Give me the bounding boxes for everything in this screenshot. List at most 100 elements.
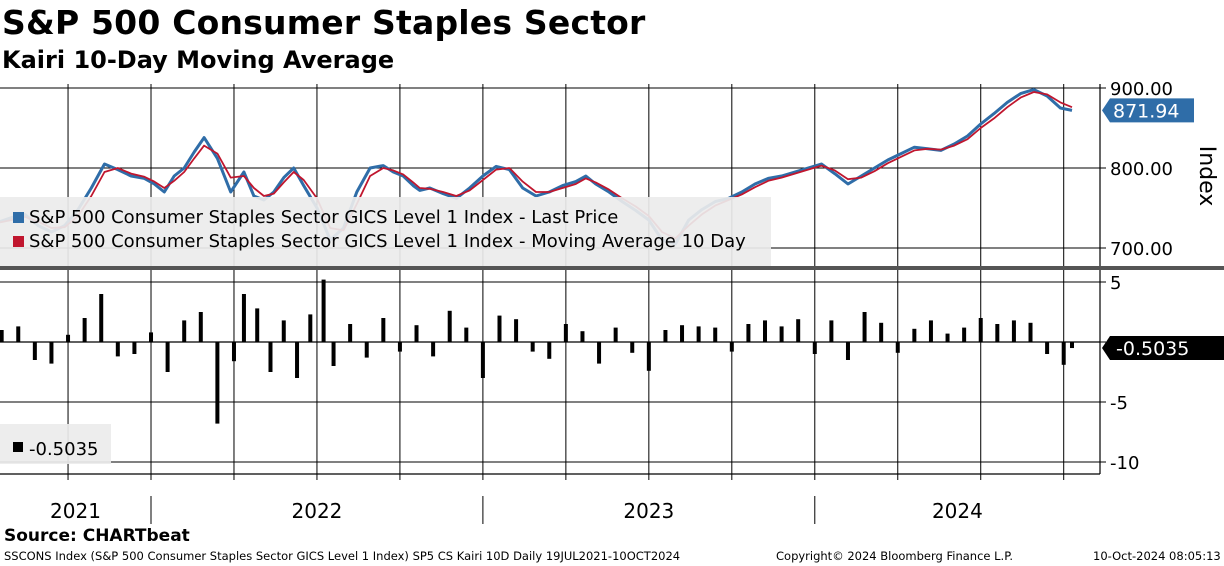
- top-ytick-label: 900.00: [1110, 79, 1173, 100]
- kairi-bar: [497, 315, 502, 342]
- kairi-bar: [779, 326, 784, 342]
- source-note: Source: CHARTbeat: [4, 526, 190, 546]
- kairi-bar: [82, 318, 87, 342]
- last-price-callout: [1102, 98, 1194, 123]
- kairi-bar: [1045, 342, 1050, 354]
- kairi-bar: [32, 342, 37, 360]
- kairi-bar: [321, 279, 326, 342]
- kairi-bar: [295, 342, 300, 378]
- kairi-bar: [796, 319, 801, 342]
- kairi-bar: [447, 310, 452, 342]
- kairi-bar: [646, 342, 651, 371]
- kairi-bar: [331, 342, 336, 366]
- panel-divider: [0, 266, 1224, 270]
- kairi-bar: [962, 327, 967, 342]
- x-tick-label: 2021: [50, 499, 101, 523]
- kairi-bar: [547, 342, 552, 359]
- legend-swatch: [13, 442, 23, 452]
- kairi-bar: [215, 342, 220, 424]
- top-ytick-label: 800.00: [1110, 159, 1173, 180]
- kairi-bar: [115, 342, 120, 357]
- footer-description: SSCONS Index (S&P 500 Consumer Staples S…: [4, 549, 681, 563]
- kairi-bar: [713, 327, 718, 342]
- series-line-moving-average: [0, 91, 1073, 240]
- x-tick-label: 2024: [932, 499, 983, 523]
- kairi-bar: [829, 320, 834, 342]
- kairi-bar: [268, 342, 273, 372]
- kairi-bar: [165, 342, 170, 372]
- kairi-bar: [879, 322, 884, 342]
- kairi-bar: [414, 325, 419, 342]
- legend-swatch: [13, 212, 24, 223]
- kairi-bar: [613, 327, 618, 342]
- kairi-bar: [1011, 320, 1016, 342]
- bottom-ytick-label: -5: [1110, 393, 1128, 414]
- kairi-bar: [912, 328, 917, 342]
- kairi-bar: [514, 319, 519, 342]
- kairi-bar: [895, 342, 900, 353]
- kairi-bar: [182, 320, 187, 342]
- kairi-bar: [995, 324, 1000, 342]
- kairi-bar: [66, 334, 71, 342]
- top-legend-bg: [0, 197, 771, 267]
- footer-timestamp: 10-Oct-2024 08:05:13: [1093, 549, 1221, 563]
- kairi-bar: [1070, 342, 1074, 349]
- kairi-bar: [680, 325, 685, 342]
- legend-entry: S&P 500 Consumer Staples Sector GICS Lev…: [29, 231, 746, 252]
- x-tick-label: 2023: [623, 499, 674, 523]
- kairi-bar: [1061, 342, 1066, 365]
- kairi-bar: [0, 330, 4, 342]
- kairi-bar: [845, 342, 850, 360]
- kairi-bar: [308, 314, 313, 342]
- kairi-last-label: -0.5035: [1116, 338, 1189, 360]
- kairi-bar: [364, 342, 369, 358]
- bottom-ytick-label: 5: [1110, 273, 1121, 294]
- kairi-bar: [945, 333, 950, 342]
- kairi-bar: [348, 324, 353, 342]
- bottom-ytick-label: -10: [1110, 453, 1139, 474]
- kairi-bar: [862, 312, 867, 342]
- kairi-bar: [597, 342, 602, 364]
- kairi-bar: [763, 320, 768, 342]
- kairi-bar: [978, 318, 983, 342]
- kairi-bar: [1028, 322, 1033, 342]
- kairi-bar: [729, 342, 734, 352]
- top-legend: S&P 500 Consumer Staples Sector GICS Lev…: [0, 197, 771, 267]
- kairi-bar: [580, 331, 585, 342]
- kairi-bar: [464, 327, 469, 342]
- x-tick-label: 2022: [292, 499, 343, 523]
- kairi-bar: [381, 318, 386, 342]
- legend-swatch: [13, 236, 24, 247]
- kairi-bar: [480, 342, 485, 378]
- kairi-bar: [231, 342, 236, 362]
- last-price-label: 871.94: [1113, 100, 1179, 122]
- kairi-last-callout: [1102, 336, 1224, 361]
- kairi-bar: [431, 342, 436, 357]
- chart-subtitle: Kairi 10-Day Moving Average: [2, 46, 395, 74]
- footer-copyright: Copyright© 2024 Bloomberg Finance L.P.: [776, 549, 1013, 563]
- top-yaxis-title: Index: [1194, 146, 1219, 207]
- kairi-bar: [255, 308, 260, 342]
- legend-entry: -0.5035: [29, 439, 98, 460]
- legend-entry: S&P 500 Consumer Staples Sector GICS Lev…: [29, 207, 618, 228]
- kairi-bar: [663, 330, 668, 342]
- kairi-bar: [563, 324, 568, 342]
- kairi-bar: [149, 332, 154, 342]
- chart-title: S&P 500 Consumer Staples Sector: [2, 3, 646, 42]
- bottom-legend: -0.5035: [0, 424, 111, 464]
- kairi-bar: [746, 324, 751, 342]
- top-ytick-label: 700.00: [1110, 239, 1173, 260]
- kairi-bar: [281, 320, 286, 342]
- kairi-bar: [530, 342, 535, 352]
- kairi-bar: [132, 342, 137, 354]
- kairi-bar: [696, 326, 701, 342]
- kairi-bar: [16, 326, 21, 342]
- series-line-last-price: [0, 88, 1073, 246]
- kairi-bar: [241, 294, 246, 342]
- kairi-bar: [49, 342, 54, 364]
- kairi-bar: [928, 320, 933, 342]
- kairi-bar: [630, 342, 635, 353]
- kairi-bar: [198, 312, 203, 342]
- kairi-bar: [397, 342, 402, 352]
